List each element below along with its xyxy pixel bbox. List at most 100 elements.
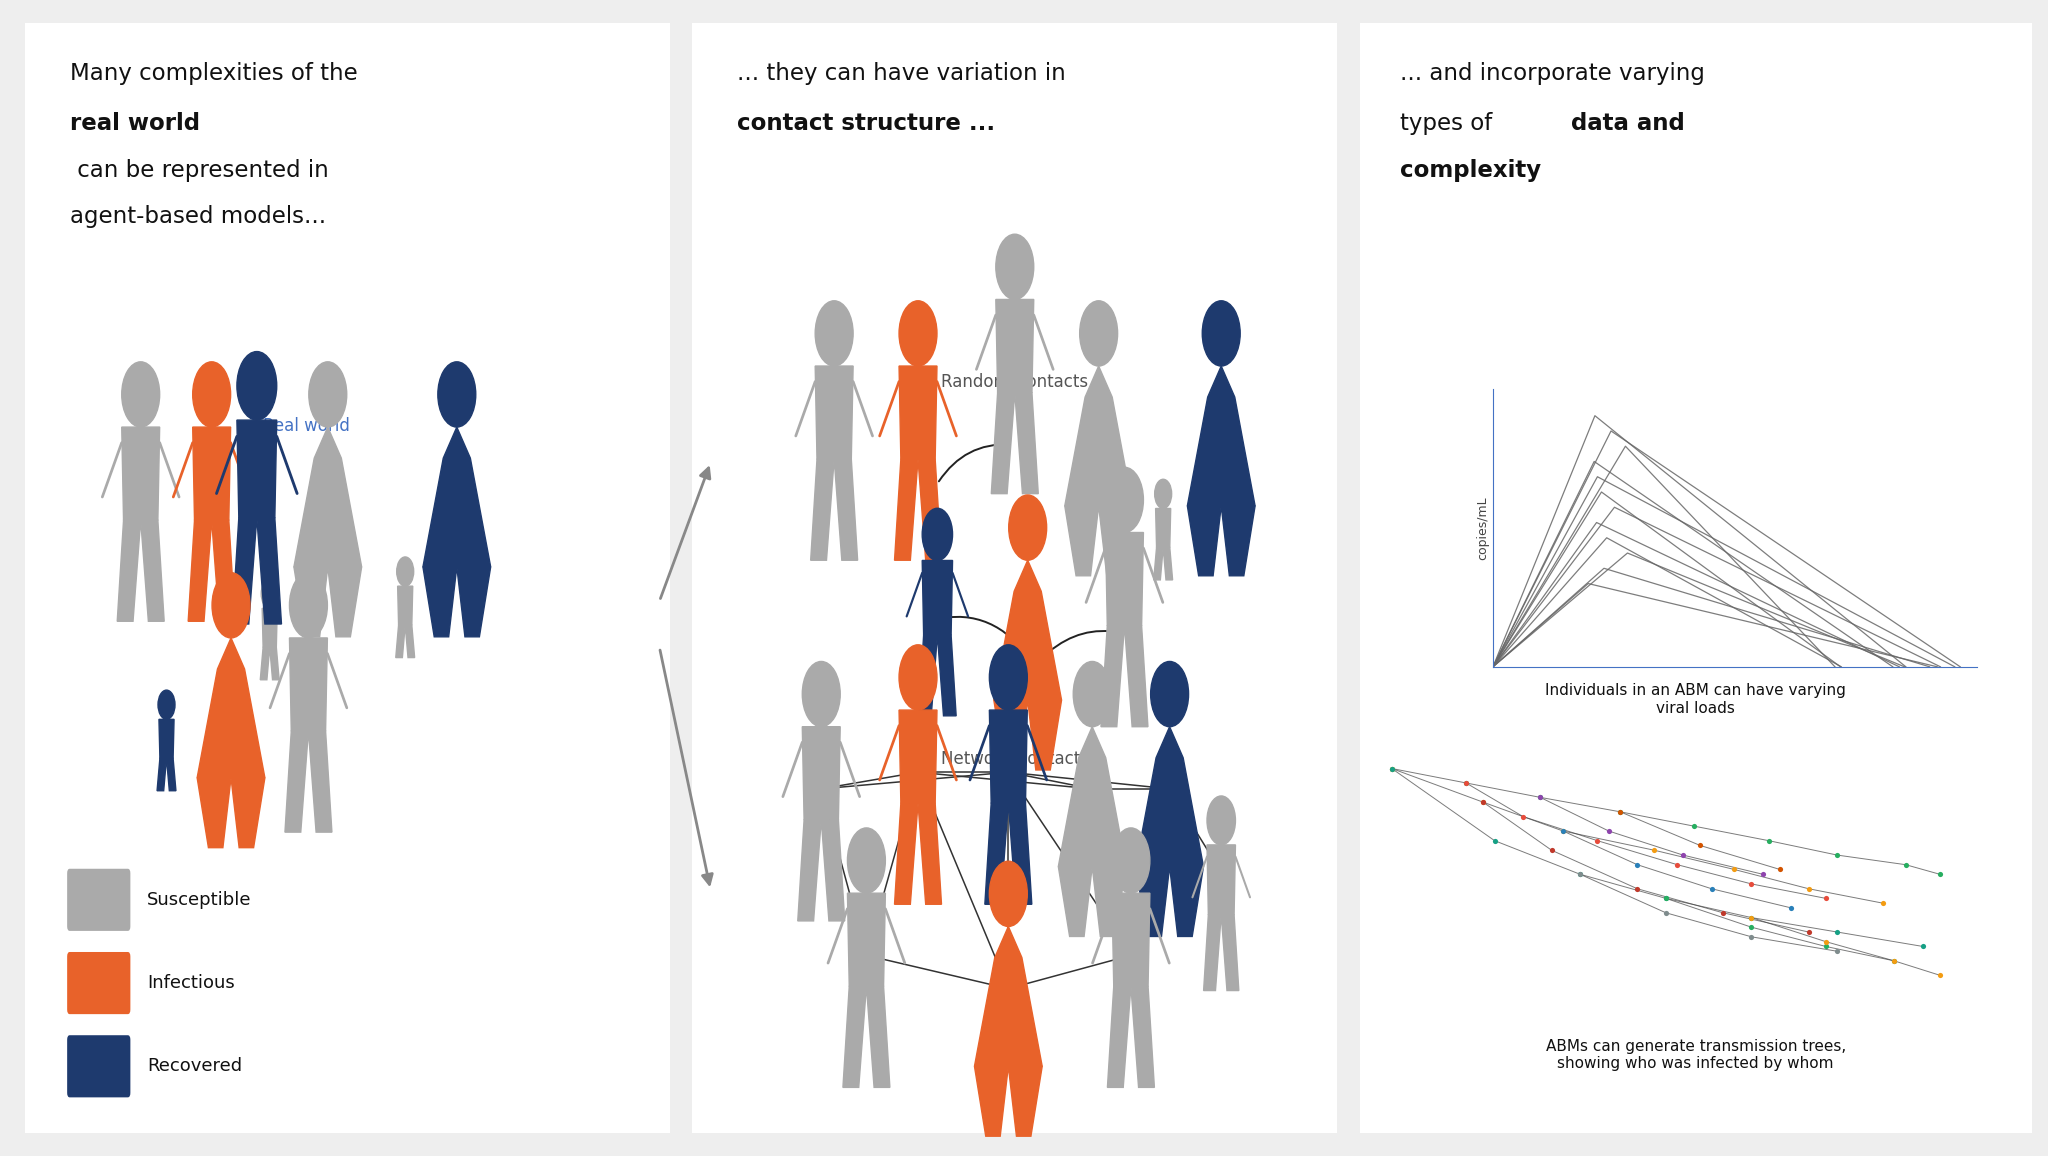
FancyBboxPatch shape [68, 869, 131, 931]
Circle shape [158, 690, 174, 719]
Point [1649, 904, 1681, 922]
Polygon shape [922, 561, 952, 635]
Point [1638, 842, 1671, 860]
Polygon shape [238, 420, 276, 518]
Circle shape [289, 572, 328, 638]
Polygon shape [395, 625, 414, 658]
Text: types of: types of [1401, 112, 1499, 135]
Polygon shape [895, 459, 942, 561]
Text: Individuals in an ABM can have varying
viral loads: Individuals in an ABM can have varying v… [1546, 683, 1845, 716]
Text: Recovered: Recovered [147, 1058, 242, 1075]
FancyBboxPatch shape [14, 7, 680, 1149]
Polygon shape [1204, 914, 1239, 991]
Point [1565, 865, 1597, 883]
Polygon shape [231, 518, 281, 624]
Polygon shape [285, 731, 332, 832]
Point [1661, 855, 1694, 874]
Polygon shape [920, 635, 956, 716]
Text: agent-based models...: agent-based models... [70, 205, 326, 228]
Point [1649, 889, 1681, 907]
Point [1735, 909, 1767, 927]
Text: ... they can have variation in: ... they can have variation in [737, 62, 1067, 84]
Polygon shape [1059, 867, 1126, 936]
Point [1620, 880, 1653, 898]
Circle shape [803, 661, 840, 727]
Point [1696, 880, 1729, 898]
Point [1763, 860, 1796, 879]
Text: data and: data and [1571, 112, 1686, 135]
Point [1620, 855, 1653, 874]
Circle shape [1112, 828, 1149, 894]
Polygon shape [895, 803, 942, 904]
Point [1718, 860, 1751, 879]
Polygon shape [1188, 366, 1255, 506]
Polygon shape [424, 427, 492, 566]
Point [1376, 759, 1409, 778]
FancyBboxPatch shape [1350, 7, 2042, 1149]
Point [1565, 865, 1597, 883]
Polygon shape [848, 894, 885, 986]
Point [1907, 938, 1939, 956]
Polygon shape [193, 427, 231, 520]
Point [1808, 938, 1841, 956]
Circle shape [1106, 467, 1143, 533]
Point [1706, 904, 1739, 922]
Polygon shape [975, 1066, 1042, 1136]
Polygon shape [1188, 506, 1255, 576]
Point [1753, 831, 1786, 850]
Circle shape [262, 579, 279, 608]
Point [1450, 773, 1483, 792]
Text: can be represented in: can be represented in [70, 158, 328, 181]
Circle shape [438, 362, 475, 427]
Point [1677, 817, 1710, 836]
Text: Susceptible: Susceptible [147, 891, 252, 909]
Circle shape [989, 861, 1028, 926]
Point [1792, 922, 1825, 941]
Circle shape [121, 362, 160, 427]
Text: Many complexities of the: Many complexities of the [70, 62, 365, 84]
Point [1747, 865, 1780, 883]
Polygon shape [844, 986, 891, 1088]
Circle shape [1206, 796, 1235, 845]
Polygon shape [899, 366, 938, 459]
Polygon shape [295, 427, 362, 566]
Point [1821, 942, 1853, 961]
Polygon shape [1106, 533, 1143, 625]
Point [1604, 802, 1636, 821]
Polygon shape [121, 427, 160, 520]
Point [1792, 880, 1825, 898]
Point [1604, 802, 1636, 821]
Text: complexity: complexity [1401, 158, 1542, 181]
Point [1923, 865, 1956, 883]
Polygon shape [260, 647, 279, 680]
Circle shape [922, 509, 952, 561]
Polygon shape [1206, 845, 1235, 914]
Circle shape [238, 351, 276, 420]
Circle shape [397, 557, 414, 586]
Point [1376, 759, 1409, 778]
Point [1735, 927, 1767, 946]
Text: Infectious: Infectious [147, 975, 236, 992]
Polygon shape [1108, 986, 1155, 1088]
Point [1866, 894, 1898, 912]
Point [1524, 788, 1556, 807]
Text: contact structure ...: contact structure ... [737, 112, 995, 135]
Polygon shape [985, 803, 1032, 904]
Point [1466, 793, 1499, 812]
Point [1735, 909, 1767, 927]
Polygon shape [188, 520, 236, 621]
Point [1536, 842, 1569, 860]
Text: ABMs can generate transmission trees,
showing who was infected by whom: ABMs can generate transmission trees, sh… [1546, 1038, 1845, 1070]
Point [1593, 822, 1626, 840]
Polygon shape [975, 926, 1042, 1066]
Circle shape [899, 301, 938, 366]
Polygon shape [160, 719, 174, 758]
Polygon shape [289, 638, 328, 731]
Circle shape [1079, 301, 1118, 366]
Polygon shape [1102, 625, 1149, 727]
Point [1888, 855, 1921, 874]
Polygon shape [991, 393, 1038, 494]
Polygon shape [197, 778, 264, 847]
Circle shape [1155, 480, 1171, 509]
Point [1735, 875, 1767, 894]
